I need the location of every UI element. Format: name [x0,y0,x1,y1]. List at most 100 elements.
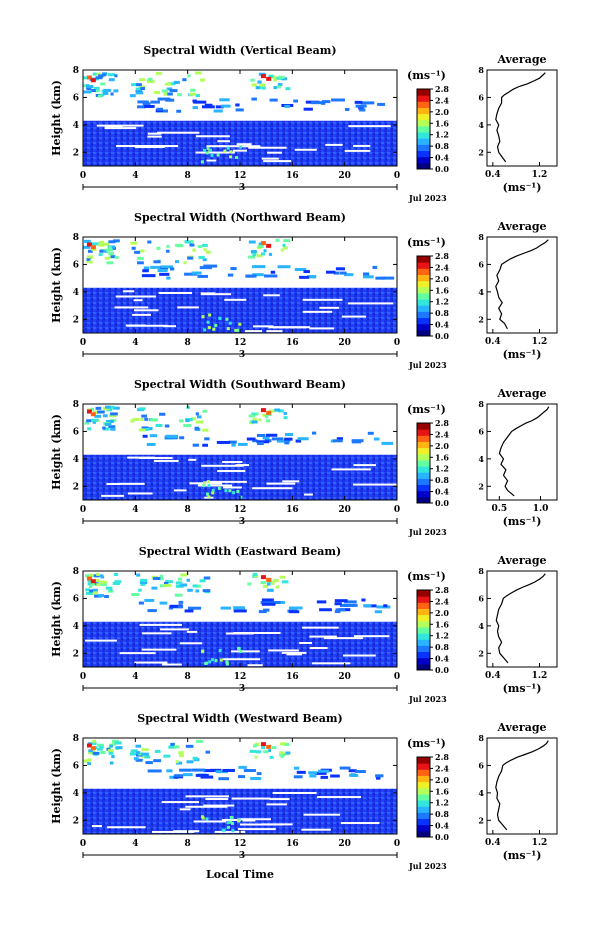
average-y-tick-label: 6 [478,92,484,102]
y-tick-label: 2 [73,482,79,492]
heatmap-gap [203,804,235,807]
average-x-tick-label: 1.2 [532,671,548,681]
heatmap-gap [236,143,252,146]
y-axis-label: Height (km) [50,247,63,323]
heatmap-cell [145,427,150,431]
heatmap-cell [206,250,211,254]
heatmap-cell [268,252,273,256]
colorbar-swatch [417,317,430,325]
heatmap-cell [195,412,199,416]
heatmap-gap [302,310,333,313]
heatmap-cell [261,746,266,750]
heatmap-cell [188,92,196,96]
heatmap-cell [380,276,395,280]
heatmap-gap [217,140,230,143]
heatmap-cell [102,242,110,246]
heatmap-cell [86,258,91,262]
heatmap-cell [83,90,92,94]
heatmap-cell [205,817,209,821]
heatmap-cell [229,150,233,154]
heatmap-cell [97,94,102,98]
average-frame [486,737,558,835]
heatmap-cell [277,83,283,87]
heatmap-cell [177,93,182,97]
heatmap-cell [225,662,229,666]
heatmap-hot-cell [90,78,96,83]
colorbar-tick-label: 1.2 [435,297,449,307]
heatmap-cell [87,579,94,583]
heatmap-gap [224,298,247,301]
heatmap-cell [100,582,107,586]
heatmap-gap [252,325,274,328]
heatmap-cell [131,246,136,250]
x-tick-label: 0 [394,338,400,348]
heatmap-cell [86,260,91,264]
average-x-tick-label: 1.2 [532,838,548,848]
heatmap-gap [147,135,162,138]
heatmap-cell [85,84,90,88]
heatmap-cell [138,428,146,432]
heatmap-cell [269,755,274,759]
heatmap-cell [306,275,316,279]
colorbar-tick-label: 2.0 [435,107,449,117]
colorbar-tick-label: 2.8 [435,251,449,261]
heatmap-gap [266,330,283,333]
heatmap-cell [320,775,328,779]
heatmap-cell [361,598,366,602]
heatmap-cell [211,491,215,495]
heatmap-cell [256,440,270,444]
colorbar-tick-label: 2.4 [435,429,449,439]
heatmap-gap [353,464,377,467]
heatmap-cell [136,83,142,87]
heatmap-cell [232,491,236,495]
heatmap-cell [283,416,288,420]
x-tick-label: 8 [185,171,191,181]
heatmap-cell [178,600,184,604]
heatmap-cell [325,270,336,274]
heatmap-cell [137,100,149,104]
heatmap-cell [334,599,348,603]
average-frame [486,403,558,501]
heatmap-cell [266,600,281,604]
heatmap-cell [173,80,180,84]
heatmap-cell [142,269,149,273]
colorbar-swatch [417,119,430,127]
heatmap-cell [140,249,145,253]
heatmap-cell [189,243,195,247]
heatmap-cell [185,240,193,244]
colorbar-swatch [417,292,430,300]
colorbar-tick-label: 0.4 [435,821,449,831]
heatmap-cell [250,78,255,82]
heatmap-cell [108,751,114,755]
heatmap-cell [180,573,188,577]
heatmap-cell [245,274,257,278]
heatmap-gap [200,293,232,296]
panel-title: Spectral Width (Southward Beam) [134,378,346,391]
x-tick-label: 4 [132,338,138,348]
heatmap-cell [106,261,114,265]
heatmap-cell [107,73,115,77]
heatmap-cell [223,149,227,153]
colorbar-tick-label: 2.4 [435,95,449,105]
heatmap-cell [174,593,183,597]
colorbar-swatch [417,633,430,640]
heatmap-cell [90,407,95,411]
heatmap-cell [190,417,197,421]
colorbar-swatch [417,608,430,616]
heatmap-cell [282,243,286,247]
y-tick-label: 6 [73,761,79,771]
heatmap-cell [251,83,257,87]
heatmap-cell [261,86,266,90]
colorbar-swatch [417,763,430,770]
heatmap-gap [304,493,313,496]
heatmap-gap [161,801,200,804]
heatmap-cell [333,271,340,275]
heatmap-cell [331,98,345,102]
colorbar-tick-label: 0.0 [435,331,449,341]
heatmap-cell [200,775,214,779]
heatmap-cell [153,418,158,422]
colorbar-tick-label: 2.0 [435,608,449,618]
heatmap-cell [253,744,257,748]
heatmap-hot-cell [266,410,272,415]
y-axis-label: Height (km) [50,80,63,156]
